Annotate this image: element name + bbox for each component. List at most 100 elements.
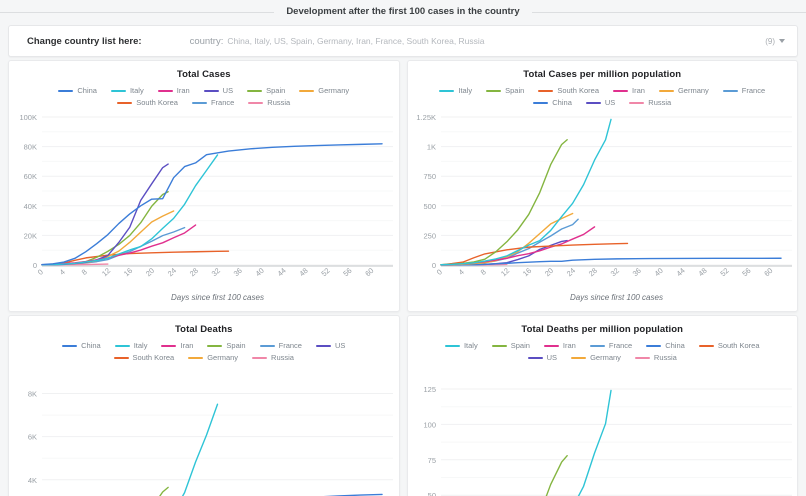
series-line	[439, 257, 782, 266]
x-axis-tick-label: 60	[363, 266, 375, 278]
legend-label: Spain	[226, 341, 246, 350]
legend-item[interactable]: US	[203, 86, 234, 95]
legend-item[interactable]: Russia	[252, 353, 294, 362]
legend-item[interactable]: Spain	[486, 86, 524, 95]
legend-swatch-icon	[533, 101, 549, 104]
y-axis-tick-label: 75	[427, 456, 435, 465]
chart-card-total-deaths-per-million: Total Deaths per million population Italy…	[406, 315, 798, 496]
legend-label: South Korea	[136, 98, 178, 107]
legend-item[interactable]: US	[315, 341, 345, 350]
chart-title: Total Cases per million population	[523, 69, 682, 80]
x-axis-tick-label: 0	[36, 267, 45, 276]
x-axis-tick-label: 32	[210, 266, 222, 278]
legend-item[interactable]: South Korea	[538, 86, 599, 95]
x-axis-tick-label: 44	[674, 266, 686, 278]
page-header: Development after the first 100 cases in…	[0, 0, 806, 23]
legend-swatch-icon	[203, 89, 219, 92]
legend-label: US	[222, 86, 234, 95]
country-filter-right[interactable]: (9)	[765, 37, 797, 46]
country-filter-bar[interactable]: Change country list here: country: China…	[8, 25, 798, 57]
x-axis-tick-label: 52	[319, 266, 331, 278]
legend-item[interactable]: Spain	[207, 341, 246, 350]
y-axis-tick-label: 1K	[426, 143, 435, 152]
legend-item[interactable]: Russia	[248, 98, 290, 107]
legend-item[interactable]: Italy	[444, 341, 478, 350]
legend-label: France	[278, 341, 302, 350]
legend-item[interactable]: US	[527, 353, 558, 362]
legend-item[interactable]: China	[533, 98, 572, 107]
legend-item[interactable]: South Korea	[698, 341, 760, 350]
legend-item[interactable]: Spain	[247, 86, 285, 95]
legend-item[interactable]: Russia	[629, 98, 671, 107]
chart-card-total-cases-per-million: Total Cases per million population Italy S…	[406, 60, 798, 312]
y-axis-tick-label: 80K	[24, 143, 37, 152]
legend-item[interactable]: Germany	[188, 353, 238, 362]
legend-item[interactable]: Iran	[161, 341, 193, 350]
legend-item[interactable]: France	[589, 341, 632, 350]
legend-label: US	[546, 353, 558, 362]
legend-item[interactable]: South Korea	[117, 98, 178, 107]
legend-swatch-icon	[315, 344, 331, 347]
x-axis-tick-label: 16	[122, 266, 134, 278]
legend-item[interactable]: Russia	[634, 353, 677, 362]
y-axis-tick-label: 500	[423, 202, 436, 211]
legend-item[interactable]: Germany	[571, 353, 621, 362]
legend-item[interactable]: China	[58, 86, 97, 95]
chart-legend: Italy Spain Iran France China South Korea US Ge…	[408, 335, 798, 362]
legend-item[interactable]: Iran	[157, 86, 190, 95]
legend-item[interactable]: Italy	[114, 341, 147, 350]
legend-item[interactable]: Iran	[543, 341, 576, 350]
country-filter-value[interactable]: country: China, Italy, US, Spain, German…	[190, 36, 766, 47]
x-axis-tick-label: 20	[144, 266, 156, 278]
legend-swatch-icon	[613, 89, 629, 92]
legend-item[interactable]: US	[585, 98, 615, 107]
legend-item[interactable]: Germany	[299, 86, 349, 95]
y-axis-tick-label: 1.25K	[416, 113, 436, 122]
legend-item[interactable]: Spain	[491, 341, 530, 350]
x-axis-tick-label: 24	[564, 266, 576, 278]
series-line	[159, 486, 169, 496]
legend-item[interactable]: France	[259, 341, 302, 350]
legend-item[interactable]: Iran	[613, 86, 645, 95]
y-axis-tick-label: 250	[423, 231, 436, 240]
legend-item[interactable]: China	[62, 341, 101, 350]
legend-swatch-icon	[646, 344, 662, 347]
y-axis-tick-label: 40K	[24, 202, 37, 211]
plot-area: 2K4K6K8K	[9, 366, 399, 496]
series-line	[41, 210, 175, 266]
x-axis-tick-label: 40	[652, 266, 664, 278]
legend-swatch-icon	[62, 344, 78, 347]
legend-label: Spain	[266, 86, 286, 95]
x-axis-tick-label: 8	[478, 267, 487, 276]
series-line	[577, 389, 612, 496]
legend-swatch-icon	[161, 344, 177, 347]
y-axis-tick-label: 100	[423, 420, 436, 429]
legend-swatch-icon	[585, 101, 601, 104]
legend-item[interactable]: Italy	[439, 86, 472, 95]
legend-swatch-icon	[491, 344, 507, 347]
legend-label: South Korea	[717, 341, 760, 350]
chart-legend: China Italy Iran US Spain Germany South Korea F…	[9, 80, 399, 107]
legend-item[interactable]: China	[646, 341, 685, 350]
legend-swatch-icon	[188, 356, 204, 359]
series-line	[439, 212, 573, 266]
legend-item[interactable]: Italy	[110, 86, 144, 95]
legend-label: South Korea	[557, 86, 600, 95]
x-axis-tick-label: 40	[254, 266, 266, 278]
x-axis-tick-label: 60	[762, 266, 774, 278]
legend-label: Italy	[458, 86, 473, 95]
legend-label: Russia	[271, 353, 294, 362]
chart-title: Total Deaths per million population	[521, 324, 684, 335]
legend-label: Iran	[632, 86, 645, 95]
chevron-down-icon[interactable]	[779, 39, 785, 43]
legend-swatch-icon	[113, 356, 129, 359]
legend-item[interactable]: France	[191, 98, 234, 107]
legend-label: Russia	[648, 98, 672, 107]
legend-item[interactable]: France	[722, 86, 765, 95]
x-axis-tick-label: 48	[696, 266, 708, 278]
x-axis-tick-label: 36	[630, 266, 642, 278]
legend-item[interactable]: Germany	[658, 86, 709, 95]
legend-item[interactable]: South Korea	[113, 353, 174, 362]
x-axis-tick-label: 24	[166, 266, 178, 278]
legend-swatch-icon	[247, 89, 263, 92]
